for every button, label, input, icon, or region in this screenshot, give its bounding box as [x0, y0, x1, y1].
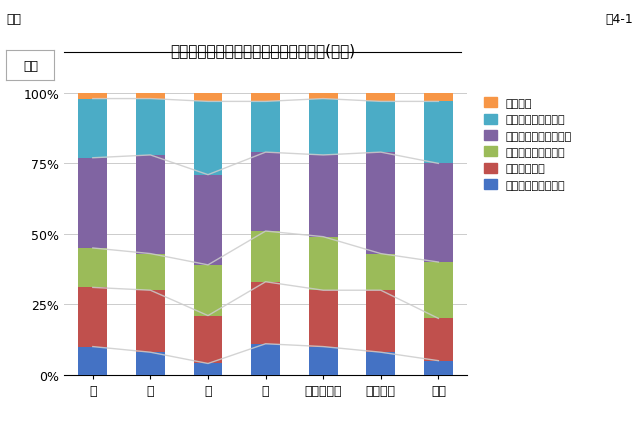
Bar	[424, 262, 453, 319]
Bar	[193, 175, 223, 265]
Bar	[424, 319, 453, 361]
Bar	[79, 158, 108, 248]
Legend: 回答なし, 全く気にしていない, あまり気にしていない, どちらともいえない, 気にしている, とても気にしている: 回答なし, 全く気にしていない, あまり気にしていない, どちらともいえない, …	[479, 94, 577, 195]
Bar	[136, 291, 165, 352]
Bar	[424, 164, 453, 262]
Bar	[79, 94, 108, 99]
Bar	[308, 155, 338, 237]
Bar	[251, 94, 280, 102]
Bar	[193, 102, 223, 175]
Bar	[193, 316, 223, 364]
Bar	[424, 102, 453, 164]
Bar	[136, 254, 165, 291]
Bar	[193, 265, 223, 316]
Bar	[79, 288, 108, 347]
Bar	[308, 291, 338, 347]
Bar	[136, 99, 165, 155]
Bar	[251, 231, 280, 282]
Bar	[308, 94, 338, 99]
Bar	[251, 344, 280, 375]
Bar	[424, 94, 453, 102]
Bar	[251, 282, 280, 344]
Text: 図4-1: 図4-1	[606, 13, 634, 26]
Bar	[136, 94, 165, 99]
Bar	[79, 99, 108, 158]
Bar	[193, 94, 223, 102]
Bar	[79, 347, 108, 375]
Bar	[366, 153, 396, 254]
Bar	[308, 99, 338, 155]
Text: 一般: 一般	[6, 13, 21, 26]
Bar	[79, 248, 108, 288]
Bar	[251, 102, 280, 153]
Bar	[366, 102, 396, 153]
Bar	[308, 347, 338, 375]
Bar	[424, 361, 453, 375]
Bar	[366, 352, 396, 375]
Bar	[366, 254, 396, 291]
Bar	[136, 155, 165, 254]
Text: 内部被ばくの原因として気になる食材(現在): 内部被ばくの原因として気になる食材(現在)	[170, 43, 355, 58]
Bar	[366, 94, 396, 102]
Bar	[193, 364, 223, 375]
Bar	[251, 153, 280, 231]
Bar	[308, 237, 338, 291]
Bar	[366, 291, 396, 352]
Text: 大人: 大人	[23, 60, 38, 72]
Bar	[136, 352, 165, 375]
